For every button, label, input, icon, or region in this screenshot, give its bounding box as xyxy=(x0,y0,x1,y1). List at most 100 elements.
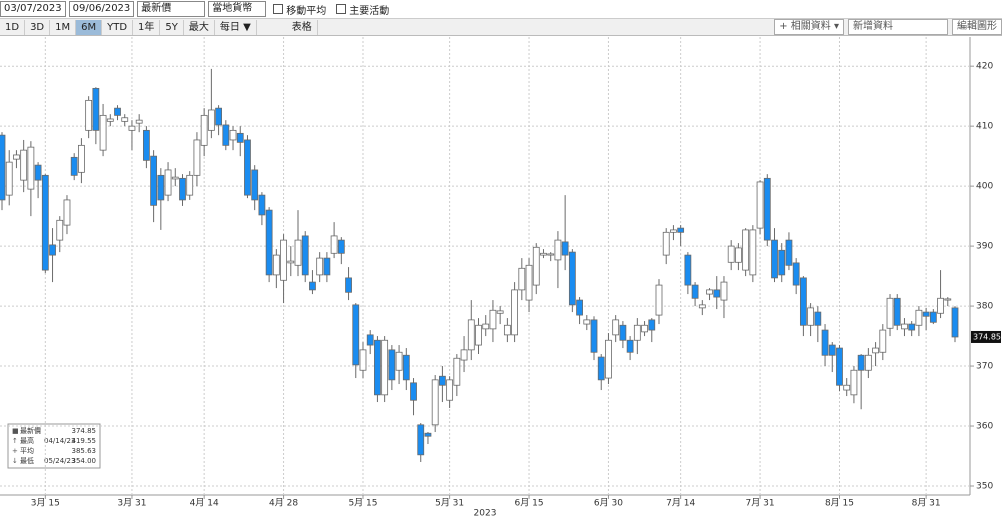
candle-body xyxy=(388,349,396,381)
y-tick-label: 390 xyxy=(976,242,993,252)
candle-body xyxy=(605,339,612,379)
candle-body xyxy=(337,239,345,254)
candle-body xyxy=(229,129,237,141)
candle-body xyxy=(836,347,843,386)
candle-body xyxy=(633,324,641,341)
candle-body xyxy=(662,231,670,256)
candle-body xyxy=(886,297,894,329)
currency[interactable]: 當地貨幣 xyxy=(208,1,267,17)
range-button[interactable]: YTD xyxy=(102,19,134,35)
candle-body xyxy=(619,324,627,341)
checkbox[interactable]: 移動平均 xyxy=(273,2,326,17)
candle-body xyxy=(431,379,439,426)
y-tick-label: 380 xyxy=(976,302,993,312)
checkbox-label: 移動平均 xyxy=(286,5,327,17)
x-tick-label: 7月 31 xyxy=(746,498,775,509)
price-field[interactable]: 最新價 xyxy=(137,1,206,17)
candle-body xyxy=(814,311,822,326)
candle-body xyxy=(612,319,620,336)
range-button[interactable]: 5Y xyxy=(160,19,184,35)
candle-body xyxy=(496,310,504,314)
x-tick-label: 8月 31 xyxy=(912,498,941,509)
x-tick-label: 5月 31 xyxy=(435,498,464,509)
candle-body xyxy=(142,129,150,161)
end-date[interactable]: 09/06/2023 xyxy=(68,1,135,17)
candle-body xyxy=(222,124,230,146)
candle-body xyxy=(684,254,692,286)
range-button[interactable]: 1D xyxy=(0,19,26,35)
range-button[interactable]: 1年 xyxy=(133,19,161,35)
candle-body xyxy=(70,156,78,176)
legend-date: 04/14/23 xyxy=(44,437,75,445)
candle-body xyxy=(901,323,908,330)
candle-body xyxy=(215,107,222,126)
candle-body xyxy=(698,304,706,309)
candle-body xyxy=(792,262,800,286)
candle-body xyxy=(597,356,605,381)
candle-body xyxy=(872,347,879,354)
range-button[interactable]: 1M xyxy=(50,19,77,35)
candle-body xyxy=(691,284,699,299)
candle-body xyxy=(828,344,836,356)
range-button[interactable]: 最大 xyxy=(184,19,215,35)
candle-body xyxy=(655,284,663,316)
x-tick-label: 3月 31 xyxy=(117,498,146,509)
legend-value: 419.55 xyxy=(72,437,97,445)
candle-body xyxy=(821,329,829,356)
candle-body xyxy=(78,144,85,173)
range-button[interactable]: 6M xyxy=(76,19,103,35)
candle-body xyxy=(186,174,194,196)
candle-body xyxy=(756,181,764,229)
plot-area xyxy=(0,37,970,495)
legend-icon: ↑ xyxy=(12,437,18,445)
range-button[interactable]: 每日 ▼ xyxy=(215,19,257,35)
candle-body xyxy=(727,245,735,263)
candle-body xyxy=(742,229,750,271)
candle-body xyxy=(799,277,807,326)
start-date[interactable]: 03/07/2023 xyxy=(0,1,66,17)
related-button[interactable]: + 相關資料 ▾ xyxy=(774,19,844,35)
candle-body xyxy=(92,87,100,131)
candle-body xyxy=(482,323,490,330)
checkbox[interactable]: 主要活動 xyxy=(336,2,389,17)
candle-body xyxy=(309,281,316,291)
candle-body xyxy=(157,174,165,201)
candle-body xyxy=(879,329,887,353)
add-data[interactable]: 新增資料 xyxy=(848,19,948,35)
candle-body xyxy=(583,319,591,325)
candle-body xyxy=(236,132,244,143)
candle-body xyxy=(352,304,360,366)
candle-body xyxy=(648,319,656,331)
x-tick-label: 7月 14 xyxy=(666,498,695,509)
legend-label: 最高 xyxy=(20,436,34,445)
candle-body xyxy=(410,382,417,401)
candle-body xyxy=(568,251,576,306)
candle-body xyxy=(99,114,107,151)
legend-value: 385.63 xyxy=(72,447,97,455)
candle-body xyxy=(547,253,555,256)
legend-label: 最新價 xyxy=(20,426,41,435)
candle-body xyxy=(525,264,533,301)
legend-icon: ■ xyxy=(12,427,19,435)
candle-body xyxy=(677,227,685,233)
candle-body xyxy=(301,235,309,276)
legend-box xyxy=(7,423,101,469)
x-tick-label: 4月 28 xyxy=(269,498,298,509)
candle-body xyxy=(323,257,331,276)
legend-icon: ↓ xyxy=(12,457,18,465)
candle-body xyxy=(106,118,114,122)
candle-body xyxy=(929,311,937,323)
candle-body xyxy=(207,109,215,131)
table-button[interactable]: 表格 xyxy=(287,19,318,35)
candle-body xyxy=(121,117,129,122)
x-tick-label: 5月 15 xyxy=(348,498,377,509)
candle-body xyxy=(706,289,713,295)
candle-body xyxy=(85,99,93,131)
y-tick-label: 420 xyxy=(976,62,993,72)
x-tick-label: 3月 15 xyxy=(31,498,60,509)
candle-body xyxy=(937,297,944,314)
x-tick-label: 4月 14 xyxy=(190,498,219,509)
edit-button[interactable]: 編輯圖形 xyxy=(952,19,1002,35)
range-button[interactable]: 3D xyxy=(25,19,51,35)
candle-body xyxy=(34,164,42,181)
